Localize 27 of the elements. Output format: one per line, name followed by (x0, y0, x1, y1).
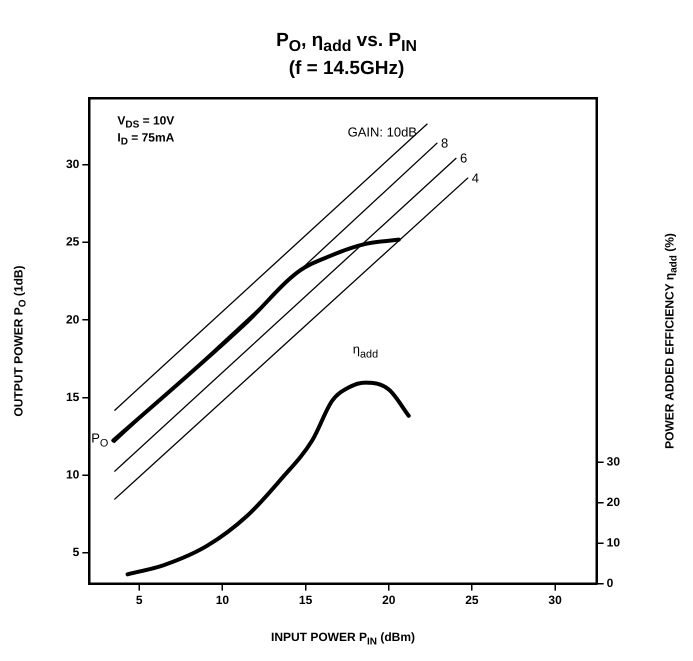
y-tick-label: 30 (66, 157, 80, 172)
y2-tick-label: 30 (606, 454, 620, 469)
y2-tick-label: 20 (606, 495, 620, 510)
series-label: GAIN: 10dB (348, 124, 417, 140)
y-tick-label: 25 (66, 234, 80, 249)
series-label: 6 (460, 150, 468, 166)
chart-title: P$_{O}$, η$_{add}$ vs. P$_{IN}$ (275, 30, 418, 57)
y2-tick-label: 10 (606, 535, 620, 550)
x-tick-label: 20 (382, 593, 396, 608)
x-tick-label: 15 (298, 593, 313, 608)
x-tick-label: 5 (136, 593, 143, 608)
x-tick-label: 25 (465, 593, 479, 608)
chart-subtitle: (f = 14.5GHz) (288, 58, 406, 80)
x-tick-label: 30 (548, 593, 562, 608)
series-label: P$_{O}$ (91, 431, 108, 450)
annotation: V$_{DS}$ = 10V (117, 113, 174, 131)
y-tick-label: 5 (72, 544, 80, 559)
series-label: η$_{add}$ (352, 341, 378, 360)
series-label: 4 (472, 170, 479, 186)
series-label: 8 (440, 136, 448, 151)
x-axis-title: INPUT POWER P$_{IN}$ (dBm) (270, 630, 416, 647)
x-tick-label: 10 (216, 593, 230, 608)
y-tick-label: 20 (66, 312, 80, 326)
y-tick-label: 10 (66, 467, 80, 482)
y-tick-label: 15 (66, 390, 80, 404)
y2-tick-label: 0 (606, 576, 614, 590)
annotation: I$_{D}$ = 75mA (117, 130, 174, 148)
